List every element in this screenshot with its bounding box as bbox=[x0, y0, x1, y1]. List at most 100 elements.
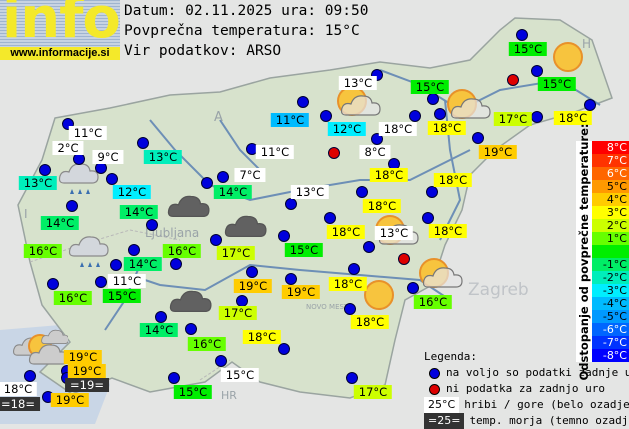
station-temperature-label: 19°C bbox=[478, 145, 518, 159]
station-temperature-label: 16°C bbox=[187, 337, 227, 351]
station-dot-available[interactable] bbox=[516, 29, 528, 41]
station-dot-available[interactable] bbox=[128, 244, 140, 256]
station-temperature-label: 2°C bbox=[52, 141, 84, 155]
station-dot-available[interactable] bbox=[39, 164, 51, 176]
station-temperature-label: 13°C bbox=[290, 185, 330, 199]
station-temperature-label: 18°C bbox=[242, 330, 282, 344]
station-dot-available[interactable] bbox=[217, 171, 229, 183]
station-dot-available[interactable] bbox=[278, 230, 290, 242]
station-dot-available[interactable] bbox=[409, 110, 421, 122]
informacije-logo[interactable]: info www.informacije.si bbox=[0, 0, 120, 60]
scale-row: -6°C bbox=[592, 323, 629, 336]
average-temperature-line: Povprečna temperatura: 15°C bbox=[124, 23, 360, 39]
sea-temperature-label: =19= bbox=[65, 378, 109, 392]
station-dot-available[interactable] bbox=[584, 99, 596, 111]
station-dot-available[interactable] bbox=[185, 323, 197, 335]
station-dot-available[interactable] bbox=[246, 266, 258, 278]
legend-hill-sample: 25°C bbox=[424, 397, 460, 413]
station-temperature-label: 11°C bbox=[270, 113, 310, 127]
station-dot-missing[interactable] bbox=[328, 147, 340, 159]
station-dot-missing[interactable] bbox=[398, 253, 410, 265]
station-temperature-label: 13°C bbox=[374, 226, 414, 240]
station-dot-available[interactable] bbox=[47, 278, 59, 290]
deviation-color-scale: 8°C 7°C 6°C 5°C 4°C 3°C 2°C 1°C -1°C -2°C -3°C -4°C… bbox=[592, 141, 629, 362]
station-dot-available[interactable] bbox=[356, 186, 368, 198]
station-dot-available[interactable] bbox=[371, 133, 383, 145]
station-temperature-label: 14°C bbox=[213, 185, 253, 199]
station-dot-available[interactable] bbox=[170, 258, 182, 270]
station-temperature-label: 15°C bbox=[102, 289, 142, 303]
station-dot-available[interactable] bbox=[106, 173, 118, 185]
station-temperature-label: 14°C bbox=[40, 216, 80, 230]
logo-url[interactable]: www.informacije.si bbox=[0, 47, 120, 60]
station-temperature-label: 15°C bbox=[220, 368, 260, 382]
scale-row: -1°C bbox=[592, 258, 629, 271]
station-dot-available[interactable] bbox=[278, 343, 290, 355]
station-dot-available[interactable] bbox=[285, 198, 297, 210]
station-dot-available[interactable] bbox=[346, 372, 358, 384]
station-temperature-label: 13°C bbox=[18, 176, 58, 190]
station-dot-available[interactable] bbox=[320, 110, 332, 122]
station-dot-available[interactable] bbox=[168, 372, 180, 384]
station-temperature-label: 12°C bbox=[112, 185, 152, 199]
station-dot-available[interactable] bbox=[285, 273, 297, 285]
station-temperature-label: 17°C bbox=[353, 385, 393, 399]
station-dot-available[interactable] bbox=[215, 355, 227, 367]
station-dot-available[interactable] bbox=[472, 132, 484, 144]
station-dot-available[interactable] bbox=[407, 282, 419, 294]
sun-cloud-icon bbox=[404, 248, 464, 298]
map-label-zagreb: Zagreb bbox=[468, 280, 529, 300]
map-label-italy: I bbox=[24, 207, 28, 221]
station-dot-available[interactable] bbox=[426, 186, 438, 198]
station-dot-available[interactable] bbox=[210, 234, 222, 246]
date-line: Datum: 02.11.2025 ura: 09:50 bbox=[124, 3, 369, 19]
station-dot-available[interactable] bbox=[146, 219, 158, 231]
sun-icon bbox=[538, 32, 598, 82]
station-dot-available[interactable] bbox=[324, 212, 336, 224]
sun-cloud-icon bbox=[432, 79, 492, 129]
logo-text: info bbox=[2, 0, 120, 51]
station-dot-available[interactable] bbox=[531, 65, 543, 77]
station-temperature-label: 18°C bbox=[428, 224, 468, 238]
dark-cloud-icon bbox=[217, 203, 277, 253]
station-dot-available[interactable] bbox=[344, 303, 356, 315]
station-temperature-label: 15°C bbox=[284, 243, 324, 257]
legend-sea-sample: =25= bbox=[424, 413, 465, 429]
scale-row: 6°C bbox=[592, 167, 629, 180]
station-dot-available[interactable] bbox=[348, 263, 360, 275]
station-temperature-label: 18°C bbox=[328, 277, 368, 291]
scale-row: -3°C bbox=[592, 284, 629, 297]
dark-cloud-icon bbox=[162, 278, 222, 328]
station-temperature-label: 12°C bbox=[327, 122, 367, 136]
dark-cloud-icon bbox=[160, 183, 220, 233]
station-dot-available[interactable] bbox=[427, 93, 439, 105]
legend-sea: temp. morja (temno ozadje) bbox=[469, 414, 629, 427]
rain-cloud-icon bbox=[60, 223, 120, 273]
station-temperature-label: 19°C bbox=[281, 285, 321, 299]
station-dot-available[interactable] bbox=[24, 370, 36, 382]
station-dot-available[interactable] bbox=[137, 137, 149, 149]
legend-hill: hribi / gore (belo ozadje) bbox=[464, 398, 629, 411]
station-dot-available[interactable] bbox=[363, 241, 375, 253]
map-label-ljubljana: Ljubljana bbox=[145, 226, 200, 240]
scale-row bbox=[592, 245, 629, 258]
station-dot-available[interactable] bbox=[422, 212, 434, 224]
station-temperature-label: 15°C bbox=[173, 385, 213, 399]
station-dot-available[interactable] bbox=[155, 311, 167, 323]
station-temperature-label: 14°C bbox=[139, 323, 179, 337]
station-temperature-label: 17°C bbox=[218, 306, 258, 320]
station-dot-available[interactable] bbox=[434, 108, 446, 120]
rain-cloud-icon bbox=[50, 150, 110, 200]
station-dot-available[interactable] bbox=[95, 276, 107, 288]
scale-row: -8°C bbox=[592, 349, 629, 362]
sun-clouds-icon bbox=[8, 323, 70, 373]
station-dot-available[interactable] bbox=[297, 96, 309, 108]
scale-row: 2°C bbox=[592, 219, 629, 232]
station-dot-available[interactable] bbox=[66, 200, 78, 212]
station-temperature-label: 18°C bbox=[350, 315, 390, 329]
station-dot-available[interactable] bbox=[201, 177, 213, 189]
station-temperature-label: 18°C bbox=[553, 111, 593, 125]
station-dot-available[interactable] bbox=[110, 259, 122, 271]
station-dot-available[interactable] bbox=[531, 111, 543, 123]
station-dot-missing[interactable] bbox=[507, 74, 519, 86]
